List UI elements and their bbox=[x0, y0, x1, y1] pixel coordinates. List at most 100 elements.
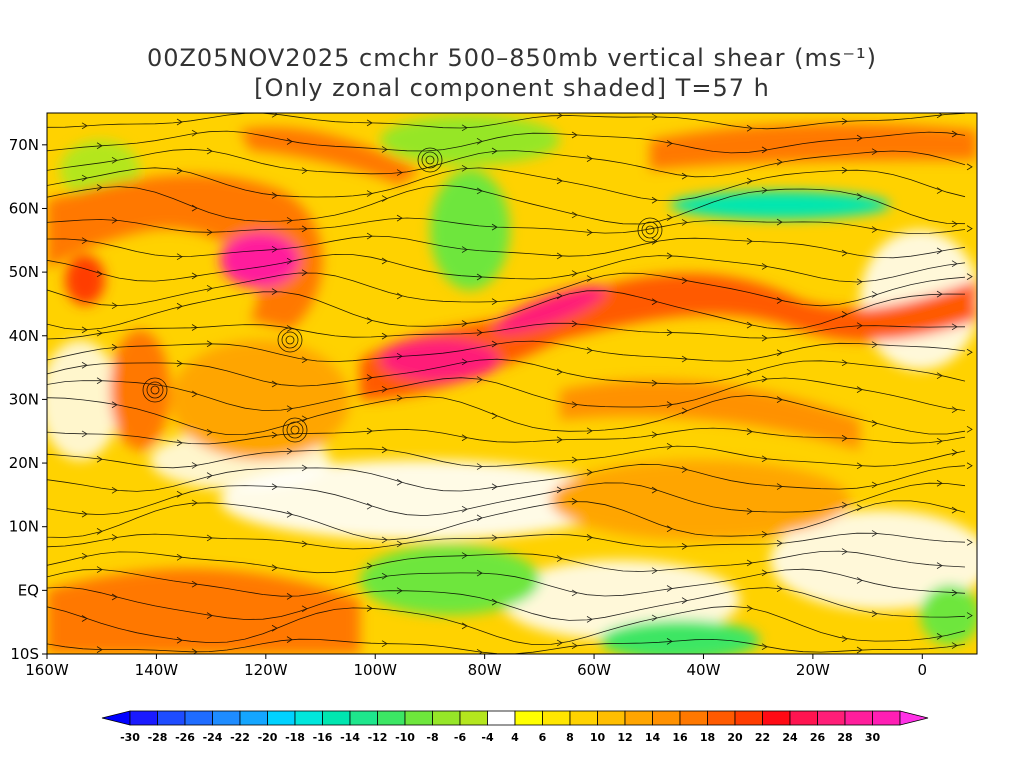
easterly-shear-region bbox=[600, 620, 760, 654]
streamline-arrow bbox=[681, 466, 688, 473]
streamline-arrow bbox=[666, 252, 673, 260]
streamline-arrow bbox=[761, 263, 768, 270]
streamline-arrow bbox=[206, 472, 213, 479]
streamline-arrow bbox=[856, 577, 863, 584]
streamline-arrow bbox=[271, 380, 278, 388]
streamline-arrow bbox=[556, 292, 563, 300]
streamline-arrow bbox=[206, 428, 213, 436]
streamline-arrow bbox=[191, 204, 198, 212]
streamline-arrow bbox=[681, 597, 688, 604]
streamline bbox=[47, 253, 966, 283]
streamline-arrow bbox=[871, 341, 878, 349]
colorbar-box bbox=[514, 710, 543, 726]
streamline-arrow bbox=[571, 642, 578, 650]
streamline-arrow bbox=[666, 140, 673, 147]
streamline-arrow bbox=[81, 174, 88, 182]
streamline-arrow bbox=[776, 483, 783, 490]
colorbar-label: -12 bbox=[368, 731, 388, 744]
streamline-arrow bbox=[491, 598, 498, 606]
streamline-arrow bbox=[381, 446, 388, 454]
streamline-arrow bbox=[776, 396, 783, 403]
streamline-arrow bbox=[651, 486, 658, 494]
colorbar-box bbox=[652, 710, 681, 726]
streamline-arrow bbox=[301, 540, 308, 548]
streamline-arrow bbox=[871, 530, 878, 537]
colorbar-box bbox=[239, 710, 268, 726]
colorbar-label: -4 bbox=[481, 731, 494, 744]
streamline-arrow bbox=[586, 347, 593, 354]
streamline-arrow bbox=[81, 122, 88, 130]
streamline-arrow bbox=[556, 555, 563, 562]
streamline-arrow bbox=[841, 117, 848, 125]
colorbar-box bbox=[377, 710, 406, 726]
streamline-arrow bbox=[951, 323, 958, 331]
westerly-shear-region bbox=[560, 380, 860, 450]
streamline-arrow bbox=[461, 320, 468, 327]
streamline-arrow bbox=[366, 317, 373, 324]
colorbar-box bbox=[404, 710, 433, 726]
colorbar-label: -6 bbox=[454, 731, 467, 744]
streamline-arrow bbox=[461, 552, 468, 559]
streamline-arrow bbox=[191, 499, 198, 507]
colorbar-box bbox=[349, 710, 378, 726]
jet-core bbox=[65, 255, 105, 305]
streamline-arrow bbox=[96, 184, 103, 191]
lat-tick-label: 10S bbox=[10, 645, 39, 663]
streamline-arrow bbox=[936, 247, 943, 255]
streamline-arrow bbox=[396, 292, 403, 300]
streamline bbox=[47, 500, 966, 541]
streamline-arrow bbox=[176, 636, 183, 644]
streamline-arrow bbox=[586, 427, 593, 435]
streamline-arrow bbox=[761, 186, 768, 194]
streamline-arrow bbox=[81, 615, 88, 622]
streamline-arrow bbox=[951, 506, 958, 514]
streamline-arrow bbox=[936, 437, 943, 445]
streamline-arrow bbox=[476, 514, 483, 522]
streamline-arrow bbox=[96, 455, 103, 463]
streamline-arrow bbox=[96, 646, 103, 653]
streamline-arrow bbox=[476, 137, 483, 145]
colorbar-box bbox=[734, 710, 763, 726]
streamline-arrow bbox=[856, 322, 863, 330]
streamline-arrow bbox=[111, 593, 118, 601]
streamline-arrow bbox=[746, 428, 753, 435]
streamline-arrow bbox=[461, 124, 468, 132]
streamline-arrow bbox=[571, 589, 578, 597]
streamline-arrow bbox=[111, 216, 118, 224]
streamline-arrow bbox=[571, 498, 578, 505]
colorbar-box bbox=[817, 710, 846, 726]
streamline-arrow bbox=[81, 430, 88, 438]
westerly-shear-region bbox=[47, 174, 323, 330]
streamline bbox=[47, 322, 966, 340]
streamline-arrow bbox=[936, 290, 943, 298]
streamline-arrow bbox=[396, 587, 403, 595]
streamline-arrow bbox=[301, 415, 308, 423]
streamline-arrow bbox=[96, 377, 103, 385]
lon-tick-label: 120W bbox=[244, 661, 288, 679]
streamline-arrow bbox=[856, 134, 863, 142]
streamline-arrow bbox=[96, 270, 103, 278]
lon-tick-label: 100W bbox=[354, 661, 398, 679]
streamline-arrow bbox=[966, 539, 973, 546]
streamline-arrow bbox=[271, 245, 278, 253]
streamline-arrow bbox=[286, 217, 293, 224]
streamline-arrow bbox=[366, 119, 373, 127]
streamline-arrow bbox=[761, 375, 768, 383]
streamline-arrow bbox=[381, 572, 388, 580]
lat-tick-label: 40N bbox=[9, 327, 39, 345]
colorbar-label: 14 bbox=[645, 731, 661, 744]
streamline-arrow bbox=[271, 564, 278, 572]
streamline-arrow bbox=[111, 156, 118, 164]
streamline-arrow bbox=[396, 352, 403, 360]
streamline-arrow bbox=[206, 228, 213, 236]
streamline-arrow bbox=[206, 534, 213, 542]
streamline-arrow bbox=[841, 501, 848, 509]
colorbar-box bbox=[707, 710, 736, 726]
streamline-arrow bbox=[871, 291, 878, 298]
streamline-arrow bbox=[951, 406, 958, 414]
streamline-arrow bbox=[491, 340, 498, 348]
streamline-arrow bbox=[176, 302, 183, 310]
streamline-arrow bbox=[776, 349, 783, 357]
colorbar-box bbox=[762, 710, 791, 726]
streamline-arrow bbox=[96, 566, 103, 573]
